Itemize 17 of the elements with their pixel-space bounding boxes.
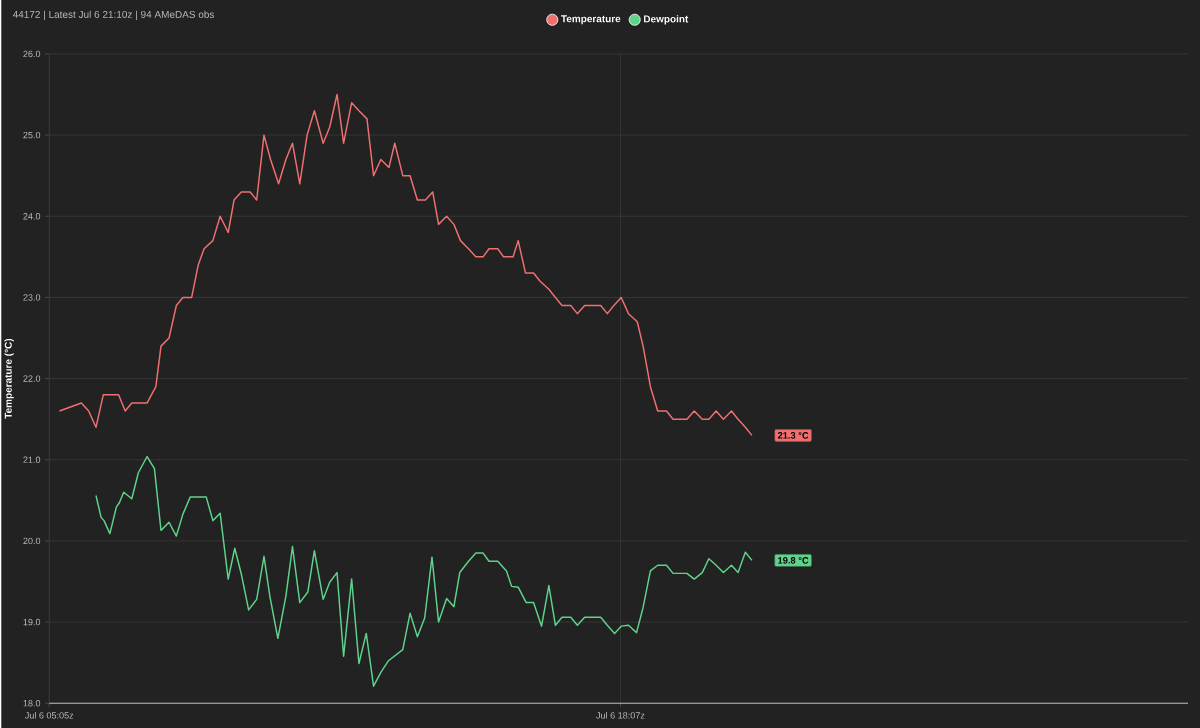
legend-label: Dewpoint	[644, 15, 689, 25]
y-tick-label: 26.0	[23, 50, 41, 58]
y-tick-label: 22.0	[23, 375, 41, 382]
annotation: 21.3 °C	[777, 432, 809, 439]
y-tick-label: 25.0	[23, 131, 41, 139]
chart-title: 44172 | Latest Jul 6 21:10z | 94 AMeDAS obs	[12, 10, 215, 20]
y-tick-label: 23.0	[23, 294, 41, 301]
y-tick-label: 20.0	[23, 537, 41, 545]
y-tick-label: 24.0	[23, 212, 41, 220]
annotation: 19.8 °C	[778, 557, 809, 564]
y-axis-title: Temperature (°C)	[4, 338, 14, 419]
legend-label: Temperature	[561, 15, 621, 25]
y-tick-label: 19.0	[23, 618, 41, 626]
y-tick-label: 18.0	[23, 699, 41, 707]
x-tick-label: Jul 6 18:07z	[596, 711, 645, 719]
x-tick-label: Jul 6 05:05z	[24, 711, 74, 719]
y-tick-label: 21.0	[23, 456, 41, 463]
